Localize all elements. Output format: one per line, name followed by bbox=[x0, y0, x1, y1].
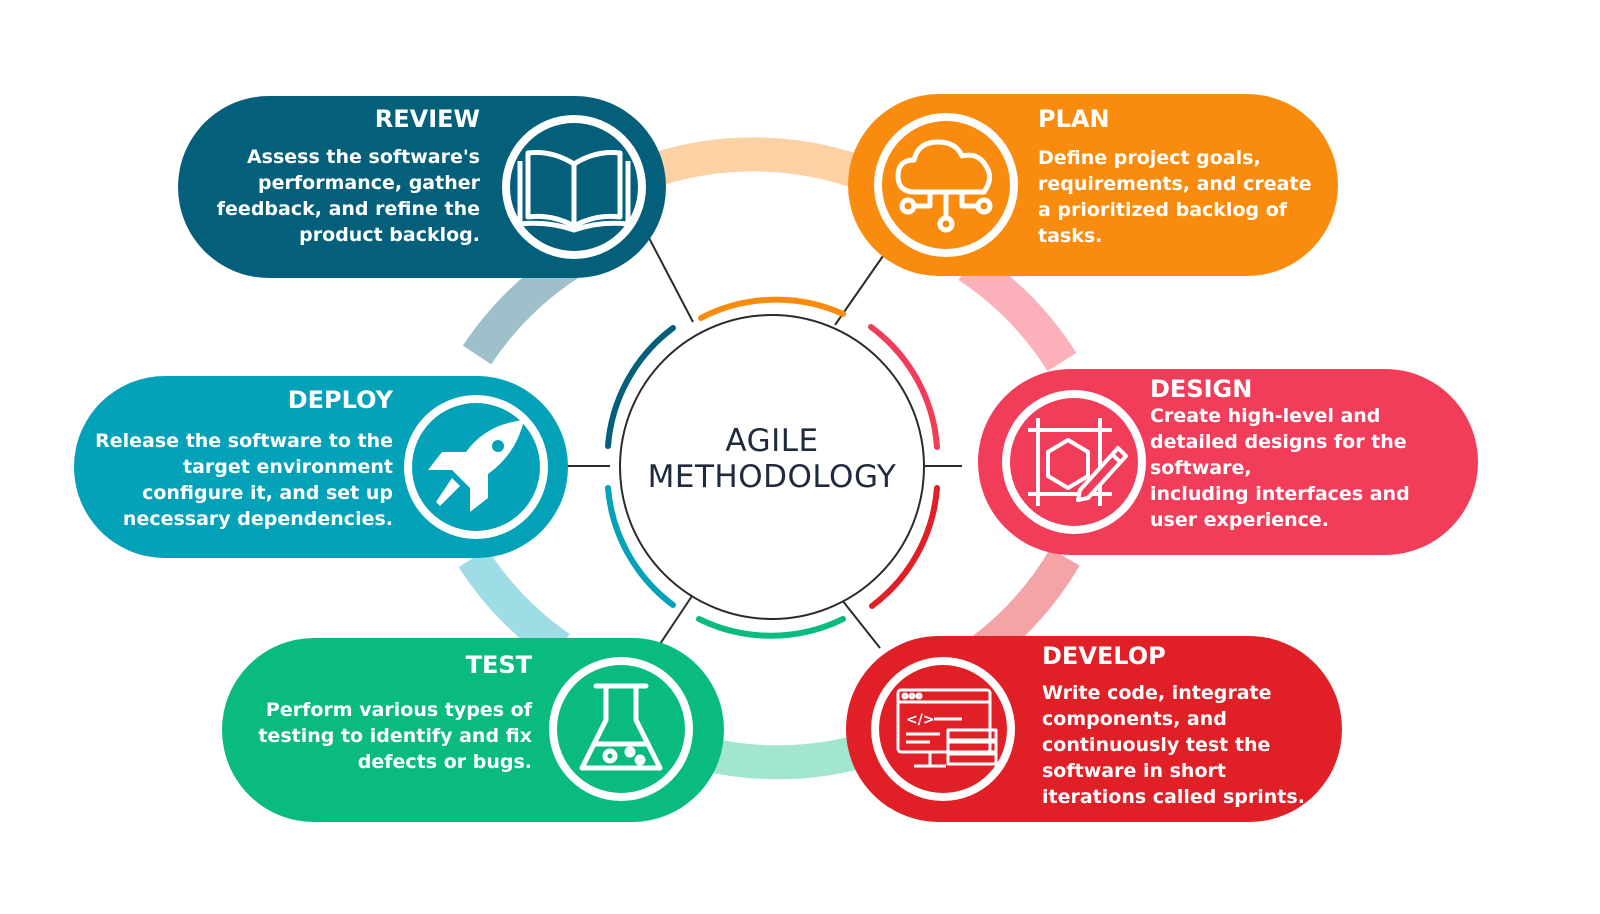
stage-deploy-line-2: target environment bbox=[183, 456, 393, 478]
stage-design-line-2: detailed designs for the bbox=[1150, 431, 1407, 453]
stage-plan-line-4: tasks. bbox=[1038, 225, 1102, 247]
stage-plan-line-2: requirements, and create bbox=[1038, 173, 1311, 195]
center-hub: AGILE METHODOLOGY bbox=[619, 314, 925, 620]
design-pencil-icon bbox=[1028, 418, 1128, 506]
flask-icon bbox=[579, 683, 663, 771]
stage-review-line-4: product backlog. bbox=[299, 224, 480, 246]
stage-design-line-4: including interfaces and bbox=[1150, 483, 1410, 505]
stage-develop-line-3: continuously test the bbox=[1042, 734, 1270, 756]
stage-review-title: REVIEW bbox=[375, 105, 480, 133]
stage-design: DESIGN Create high-level and detailed de… bbox=[978, 369, 1478, 555]
open-book-icon bbox=[517, 150, 631, 233]
stage-deploy: DEPLOY Release the software to the targe… bbox=[74, 376, 568, 558]
stage-design-line-5: user experience. bbox=[1150, 509, 1329, 531]
stage-plan: PLAN Define project goals, requirements,… bbox=[848, 94, 1338, 276]
center-title-line-2: METHODOLOGY bbox=[648, 459, 897, 495]
stage-design-line-3: software, bbox=[1150, 457, 1252, 479]
stage-review-line-3: feedback, and refine the bbox=[217, 198, 480, 220]
stage-test-line-1: Perform various types of bbox=[266, 699, 533, 721]
stage-plan-line-1: Define project goals, bbox=[1038, 147, 1261, 169]
stage-develop-line-2: components, and bbox=[1042, 708, 1227, 730]
stage-plan-line-3: a prioritized backlog of bbox=[1038, 199, 1288, 221]
stage-test: TEST Perform various types of testing to… bbox=[222, 638, 724, 822]
stage-design-line-1: Create high-level and bbox=[1150, 405, 1380, 427]
stage-develop-line-1: Write code, integrate bbox=[1042, 682, 1272, 704]
stage-deploy-title: DEPLOY bbox=[288, 386, 394, 414]
stage-test-title: TEST bbox=[466, 651, 533, 679]
rocket-icon bbox=[428, 420, 524, 512]
stage-plan-title: PLAN bbox=[1038, 105, 1110, 133]
center-title-line-1: AGILE bbox=[725, 423, 818, 459]
stage-review-line-1: Assess the software's bbox=[247, 146, 480, 168]
stage-develop-line-4: software in short bbox=[1042, 760, 1226, 782]
cloud-network-icon bbox=[895, 139, 993, 233]
stage-deploy-line-1: Release the software to the bbox=[95, 430, 393, 452]
stage-review: REVIEW Assess the software's performance… bbox=[178, 96, 666, 278]
stage-test-line-3: defects or bugs. bbox=[358, 751, 532, 773]
stage-develop-line-5: iterations called sprints. bbox=[1042, 786, 1305, 808]
stage-design-title: DESIGN bbox=[1150, 375, 1252, 403]
svg-text:</>: </> bbox=[906, 712, 935, 728]
stage-review-line-2: performance, gather bbox=[258, 172, 481, 194]
stage-deploy-line-3: configure it, and set up bbox=[142, 482, 393, 504]
code-window-icon: </> bbox=[896, 688, 998, 768]
stage-develop-title: DEVELOP bbox=[1042, 642, 1166, 670]
stage-deploy-line-4: necessary dependencies. bbox=[123, 508, 393, 530]
stage-develop: </> DEVELOP Write code, integrate compon… bbox=[846, 636, 1342, 822]
stage-test-line-2: testing to identify and fix bbox=[258, 725, 532, 747]
inner-arcs bbox=[605, 296, 940, 639]
